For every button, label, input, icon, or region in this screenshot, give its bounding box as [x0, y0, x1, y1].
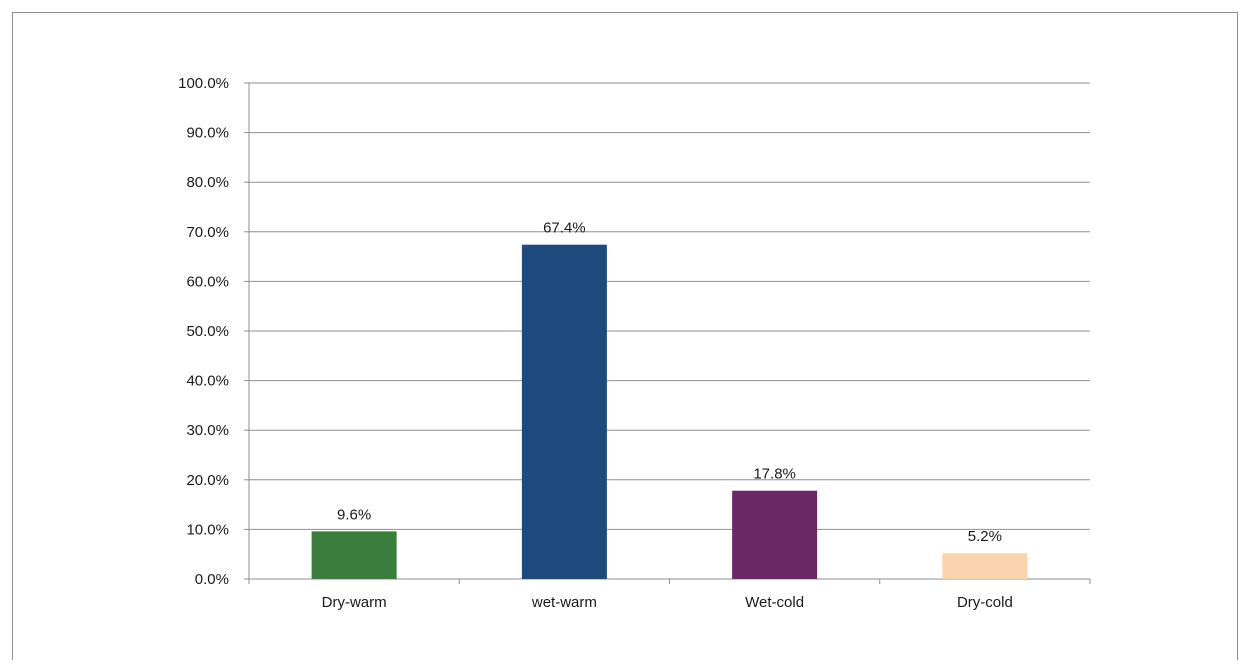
bar-wet-cold [732, 490, 818, 579]
y-tick-label: 30.0% [186, 422, 229, 439]
data-labels: 9.6% 67.4% 17.8% 5.2% [337, 220, 1002, 546]
bar-dry-warm [311, 531, 397, 579]
grid-lines [249, 82, 1090, 530]
data-label: 17.8% [753, 466, 796, 483]
y-tick-label: 10.0% [186, 521, 229, 538]
y-tick-label: 70.0% [186, 224, 229, 241]
bars [311, 244, 1028, 580]
bar-wet-warm [521, 244, 607, 580]
y-tick-label: 60.0% [186, 273, 229, 290]
category-label: wet-warm [531, 594, 597, 611]
y-tick-label: 100.0% [178, 75, 229, 92]
category-labels: Dry-warm wet-warm Wet-cold Dry-cold [322, 594, 1013, 611]
category-label: Dry-cold [957, 594, 1013, 611]
y-tick-label: 90.0% [186, 125, 229, 142]
category-label: Dry-warm [322, 594, 387, 611]
y-tick-label: 50.0% [186, 323, 229, 340]
data-label: 9.6% [337, 506, 371, 523]
data-label: 5.2% [968, 528, 1002, 545]
chart-frame [12, 12, 1238, 660]
y-axis-tick-labels: 0.0% 10.0% 20.0% 30.0% 40.0% 50.0% 60.0% 70.0% 8… [178, 75, 229, 588]
y-tick-label: 0.0% [195, 571, 229, 588]
bar-dry-cold [942, 553, 1028, 579]
category-label: Wet-cold [745, 594, 804, 611]
y-tick-label: 20.0% [186, 472, 229, 489]
y-tick-label: 40.0% [186, 373, 229, 390]
data-label: 67.4% [543, 220, 586, 237]
y-tick-label: 80.0% [186, 174, 229, 191]
